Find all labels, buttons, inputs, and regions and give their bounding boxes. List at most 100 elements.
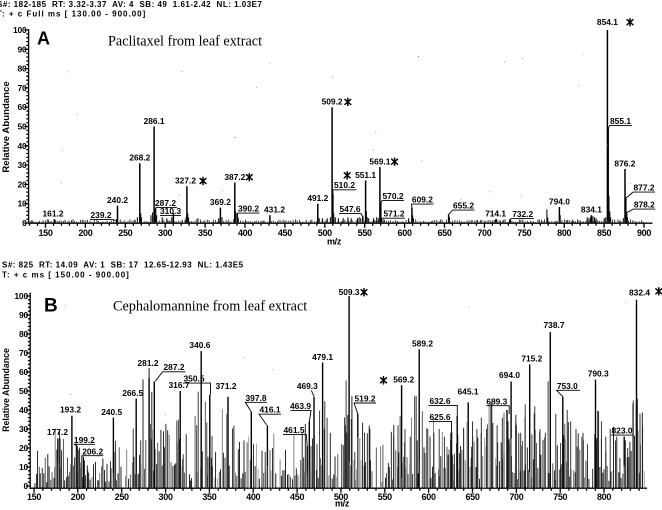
svg-text:T: + c Full ms [ 130.00 - 900.: T: + c Full ms [ 130.00 - 900.00] bbox=[0, 10, 146, 19]
svg-text:800: 800 bbox=[597, 492, 611, 502]
svg-text:0: 0 bbox=[23, 481, 28, 491]
svg-text:625.6: 625.6 bbox=[430, 412, 451, 422]
svg-text:10: 10 bbox=[18, 199, 28, 209]
svg-text:150: 150 bbox=[38, 228, 52, 238]
svg-text:Cephalomannine from leaf extra: Cephalomannine from leaf extract bbox=[113, 299, 307, 315]
svg-text:193.2: 193.2 bbox=[60, 404, 81, 414]
svg-text:200: 200 bbox=[71, 492, 85, 502]
svg-text:589.2: 589.2 bbox=[412, 339, 433, 349]
svg-text:632.6: 632.6 bbox=[430, 396, 451, 406]
svg-text:855.1: 855.1 bbox=[610, 116, 631, 126]
svg-text:650: 650 bbox=[437, 228, 451, 238]
svg-text:732.2: 732.2 bbox=[512, 209, 533, 219]
svg-text:310.3: 310.3 bbox=[160, 206, 181, 216]
svg-text:m/z: m/z bbox=[335, 499, 350, 509]
svg-text:60: 60 bbox=[19, 367, 29, 377]
svg-text:239.2: 239.2 bbox=[91, 210, 112, 220]
svg-text:40: 40 bbox=[19, 405, 29, 415]
svg-text:750: 750 bbox=[553, 492, 567, 502]
svg-text:571.2: 571.2 bbox=[384, 209, 405, 219]
svg-text:Relative Abundance: Relative Abundance bbox=[1, 81, 12, 172]
svg-text:50: 50 bbox=[19, 386, 29, 396]
svg-text:300: 300 bbox=[158, 228, 172, 238]
svg-text:510.2: 510.2 bbox=[334, 180, 355, 190]
svg-text:491.2: 491.2 bbox=[307, 193, 328, 203]
svg-text:655.2: 655.2 bbox=[453, 201, 474, 211]
svg-text:30: 30 bbox=[18, 160, 28, 170]
svg-text:200: 200 bbox=[78, 228, 92, 238]
svg-text:161.2: 161.2 bbox=[43, 209, 64, 219]
svg-text:397.8: 397.8 bbox=[246, 393, 267, 403]
svg-text:550: 550 bbox=[358, 228, 372, 238]
svg-text:206.2: 206.2 bbox=[82, 446, 103, 456]
svg-text:834.1: 834.1 bbox=[581, 205, 602, 215]
svg-text:609.2: 609.2 bbox=[412, 195, 433, 205]
svg-text:90: 90 bbox=[18, 44, 28, 54]
svg-text:416.1: 416.1 bbox=[260, 405, 281, 415]
svg-text:250: 250 bbox=[118, 228, 132, 238]
svg-text:694.0: 694.0 bbox=[499, 370, 520, 380]
svg-text:S#: 182-185 RT: 3.32-3.37 AV: S#: 182-185 RT: 3.32-3.37 AV: 4 SB: 49 1… bbox=[0, 0, 263, 9]
svg-text:90: 90 bbox=[19, 310, 29, 320]
svg-text:287.2: 287.2 bbox=[164, 362, 185, 372]
svg-text:40: 40 bbox=[18, 141, 28, 151]
svg-text:600: 600 bbox=[422, 492, 436, 502]
svg-text:316.7: 316.7 bbox=[169, 380, 190, 390]
svg-text:20: 20 bbox=[19, 443, 29, 453]
svg-text:70: 70 bbox=[19, 348, 29, 358]
svg-text:753.0: 753.0 bbox=[557, 381, 578, 391]
svg-text:287.2: 287.2 bbox=[155, 198, 176, 208]
svg-text:790.3: 790.3 bbox=[588, 368, 609, 378]
svg-text:m/z: m/z bbox=[327, 237, 342, 247]
svg-text:547.6: 547.6 bbox=[340, 204, 361, 214]
svg-text:266.5: 266.5 bbox=[122, 388, 143, 398]
svg-text:509.3: 509.3 bbox=[339, 287, 360, 297]
svg-text:B: B bbox=[44, 296, 58, 317]
svg-text:832.4: 832.4 bbox=[629, 288, 650, 298]
svg-text:390.2: 390.2 bbox=[238, 204, 259, 214]
svg-text:30: 30 bbox=[19, 424, 29, 434]
svg-text:400: 400 bbox=[246, 492, 260, 502]
svg-text:689.3: 689.3 bbox=[486, 396, 507, 406]
svg-text:750: 750 bbox=[517, 228, 531, 238]
svg-text:500: 500 bbox=[334, 492, 348, 502]
svg-text:369.2: 369.2 bbox=[210, 197, 231, 207]
svg-text:T: + c ms [ 150.00 - 900.00]: T: + c ms [ 150.00 - 900.00] bbox=[2, 271, 130, 280]
svg-text:570.2: 570.2 bbox=[383, 191, 404, 201]
svg-text:600: 600 bbox=[398, 228, 412, 238]
svg-text:199.2: 199.2 bbox=[74, 435, 95, 445]
svg-text:700: 700 bbox=[477, 228, 491, 238]
svg-text:240.2: 240.2 bbox=[107, 195, 128, 205]
svg-text:281.2: 281.2 bbox=[138, 358, 159, 368]
svg-text:80: 80 bbox=[19, 329, 29, 339]
svg-text:S#: 825 RT: 14.09 AV: 1 SB:: S#: 825 RT: 14.09 AV: 1 SB: 17 12.65-12.… bbox=[2, 261, 244, 270]
svg-text:10: 10 bbox=[19, 462, 29, 472]
svg-text:371.2: 371.2 bbox=[216, 381, 237, 391]
svg-text:877.2: 877.2 bbox=[634, 183, 655, 193]
svg-text:80: 80 bbox=[18, 64, 28, 74]
svg-text:60: 60 bbox=[18, 102, 28, 112]
svg-text:240.5: 240.5 bbox=[101, 407, 122, 417]
svg-text:70: 70 bbox=[18, 83, 28, 93]
svg-text:850: 850 bbox=[597, 228, 611, 238]
svg-text:461.5: 461.5 bbox=[284, 425, 305, 435]
svg-text:387.2: 387.2 bbox=[224, 172, 245, 182]
svg-text:715.2: 715.2 bbox=[521, 354, 542, 364]
svg-text:Relative Abundance: Relative Abundance bbox=[1, 348, 11, 432]
svg-text:900: 900 bbox=[637, 228, 651, 238]
svg-text:450: 450 bbox=[278, 228, 292, 238]
svg-text:300: 300 bbox=[159, 492, 173, 502]
svg-text:A: A bbox=[37, 29, 50, 49]
svg-text:0: 0 bbox=[22, 218, 27, 228]
svg-text:823.0: 823.0 bbox=[612, 426, 633, 436]
svg-text:286.1: 286.1 bbox=[144, 116, 165, 126]
svg-text:569.2: 569.2 bbox=[393, 375, 414, 385]
svg-text:738.7: 738.7 bbox=[544, 320, 565, 330]
svg-text:650: 650 bbox=[465, 492, 479, 502]
svg-text:450: 450 bbox=[290, 492, 304, 502]
svg-text:431.2: 431.2 bbox=[264, 205, 285, 215]
svg-text:340.6: 340.6 bbox=[189, 340, 210, 350]
svg-text:551.1: 551.1 bbox=[355, 170, 376, 180]
svg-text:569.1: 569.1 bbox=[369, 156, 390, 166]
svg-text:509.2: 509.2 bbox=[322, 97, 343, 107]
